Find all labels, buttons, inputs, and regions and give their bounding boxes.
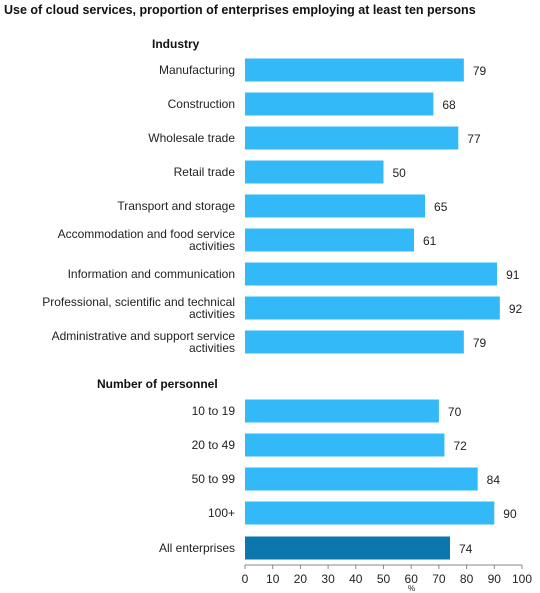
x-tick-label: 30 (321, 572, 335, 586)
value-label: 50 (393, 166, 407, 180)
category-label: 50 to 99 (192, 472, 236, 486)
category-label: Retail trade (174, 165, 236, 179)
x-axis-unit-label: % (408, 584, 415, 593)
category-label: activities (189, 307, 235, 321)
category-label: activities (189, 341, 235, 355)
bar (245, 399, 439, 423)
bar (245, 536, 450, 560)
category-label: Administrative and support service (52, 329, 236, 343)
bar (245, 228, 414, 252)
value-label: 72 (453, 439, 467, 453)
x-tick-label: 80 (460, 572, 474, 586)
x-tick-label: 10 (266, 572, 280, 586)
bar (245, 58, 464, 82)
x-tick-label: 90 (488, 572, 502, 586)
x-tick-label: 0 (242, 572, 249, 586)
category-label: Accommodation and food service (58, 227, 236, 241)
value-label: 65 (434, 200, 448, 214)
bar (245, 160, 384, 184)
bar (245, 194, 426, 218)
x-tick-label: 40 (349, 572, 363, 586)
bar (245, 126, 459, 150)
value-label: 79 (473, 336, 487, 350)
value-label: 77 (467, 132, 481, 146)
value-label: 70 (448, 405, 462, 419)
value-label: 79 (473, 64, 487, 78)
bar (245, 467, 478, 491)
value-label: 90 (503, 507, 517, 521)
category-label: Transport and storage (117, 199, 235, 213)
x-tick-label: 20 (294, 572, 308, 586)
value-label: 92 (509, 302, 523, 316)
value-label: 91 (506, 268, 520, 282)
group-header: Industry (152, 37, 200, 51)
x-tick-label: 60 (405, 572, 419, 586)
category-label: 20 to 49 (192, 438, 236, 452)
x-tick-label: 50 (377, 572, 391, 586)
category-label: All enterprises (159, 541, 235, 555)
bar (245, 92, 434, 116)
x-tick-label: 70 (432, 572, 446, 586)
category-label: Construction (168, 97, 235, 111)
bar (245, 262, 498, 286)
bar (245, 501, 495, 525)
category-label: 10 to 19 (192, 404, 236, 418)
value-label: 84 (487, 473, 501, 487)
category-label: Professional, scientific and technical (42, 295, 235, 309)
category-label: activities (189, 239, 235, 253)
chart-title: Use of cloud services, proportion of ent… (4, 3, 476, 17)
category-label: Manufacturing (159, 63, 235, 77)
category-label: Wholesale trade (148, 131, 235, 145)
group-header: Number of personnel (97, 377, 218, 391)
bar (245, 433, 445, 457)
bar (245, 296, 500, 320)
category-label: 100+ (208, 506, 235, 520)
value-label: 68 (442, 98, 456, 112)
category-label: Information and communication (68, 267, 235, 281)
value-label: 61 (423, 234, 437, 248)
bar (245, 330, 464, 354)
x-tick-label: 100 (512, 572, 532, 586)
value-label: 74 (459, 542, 473, 556)
